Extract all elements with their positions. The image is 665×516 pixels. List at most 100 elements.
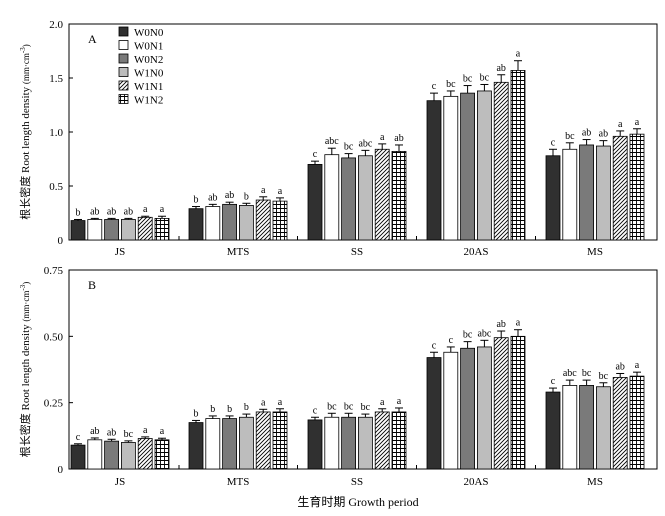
bar (255, 199, 271, 241)
bar (357, 155, 373, 241)
significance-letter: c (551, 376, 556, 387)
bar (545, 155, 561, 241)
significance-letter: a (261, 185, 266, 196)
legend-swatch (118, 26, 129, 37)
bar (341, 157, 357, 241)
category-label: MS (587, 476, 603, 488)
bar (238, 205, 254, 241)
bar (629, 375, 645, 470)
significance-letter: bc (361, 402, 371, 413)
significance-letter: ab (107, 427, 116, 438)
y-tick-label: 0.5 (49, 181, 63, 193)
significance-letter: c (313, 149, 318, 160)
significance-letter: a (397, 396, 402, 407)
bar (272, 411, 288, 470)
panel-letter: B (88, 278, 96, 292)
legend-swatch (118, 67, 129, 77)
significance-letter: c (313, 405, 318, 416)
y-tick-label: 2.0 (49, 19, 63, 31)
bar (341, 416, 357, 470)
significance-letter: b (244, 191, 249, 202)
significance-letter: a (160, 204, 165, 215)
legend-label: W0N1 (134, 41, 163, 53)
category-label: 20AS (463, 246, 488, 258)
bar (87, 219, 103, 241)
legend-swatch (118, 53, 129, 64)
significance-letter: b (194, 408, 199, 419)
y-tick-label: 0.25 (44, 398, 64, 410)
category-label: MTS (227, 246, 250, 258)
bar (154, 217, 170, 241)
bar (510, 335, 526, 470)
bar (476, 90, 492, 241)
significance-letter: bc (463, 330, 473, 341)
significance-letter: bc (565, 131, 575, 142)
significance-letter: ab (225, 190, 234, 201)
bar (460, 92, 476, 241)
bar (374, 148, 390, 241)
significance-letter: b (210, 404, 215, 415)
bar (545, 391, 561, 470)
bar (426, 100, 442, 241)
category-label: 20AS (463, 476, 488, 488)
y-tick-label: 0 (58, 464, 64, 476)
bar (324, 416, 340, 470)
significance-letter: ab (394, 133, 403, 144)
bar (493, 337, 509, 470)
bar (222, 418, 238, 470)
legend-label: W1N2 (134, 95, 163, 107)
bar (205, 206, 221, 241)
bar (443, 351, 459, 470)
significance-letter: a (618, 119, 623, 130)
category-label: JS (115, 246, 125, 258)
significance-letter: bc (327, 401, 337, 412)
significance-letter: ab (90, 426, 99, 437)
y-axis-label-b: 根长密度 Root length density (mm·cm-3) (18, 282, 32, 458)
significance-letter: a (635, 117, 640, 128)
bar (562, 385, 578, 470)
bar (460, 347, 476, 470)
category-label: MS (587, 246, 603, 258)
significance-letter: b (244, 402, 249, 413)
bar (629, 133, 645, 241)
significance-letter: a (143, 204, 148, 215)
significance-letter: bc (480, 72, 490, 83)
bar (324, 154, 340, 241)
legend-label: W1N0 (134, 68, 164, 80)
significance-letter: bc (446, 79, 456, 90)
bar (70, 220, 86, 241)
bar (307, 419, 323, 470)
significance-letter: bc (344, 401, 354, 412)
significance-letter: a (516, 318, 521, 329)
bar (121, 442, 136, 470)
bar (443, 95, 459, 241)
bar (205, 418, 221, 470)
y-tick-label: 1.0 (49, 127, 63, 139)
bar (188, 422, 204, 470)
significance-letter: bc (463, 74, 473, 85)
significance-letter: abc (563, 368, 577, 379)
significance-letter: b (194, 195, 199, 206)
significance-letter: a (278, 186, 283, 197)
significance-letter: bc (582, 368, 592, 379)
legend-swatch (118, 80, 129, 91)
significance-letter: b (227, 404, 232, 415)
bar (612, 377, 628, 470)
significance-letter: bc (124, 429, 134, 440)
bar (121, 219, 136, 241)
significance-letter: ab (496, 319, 505, 330)
significance-letter: bc (599, 371, 609, 382)
bar (87, 439, 103, 470)
legend-swatch (118, 40, 129, 50)
y-tick-label: 1.5 (49, 73, 63, 85)
significance-letter: c (551, 137, 556, 148)
bar (104, 219, 119, 241)
significance-letter: ab (582, 128, 591, 139)
significance-letter: ab (208, 192, 217, 203)
y-tick-label: 0 (58, 235, 64, 247)
significance-letter: c (449, 335, 454, 346)
significance-letter: ab (90, 206, 99, 217)
significance-letter: a (143, 425, 148, 436)
legend-label: W0N0 (134, 27, 164, 39)
